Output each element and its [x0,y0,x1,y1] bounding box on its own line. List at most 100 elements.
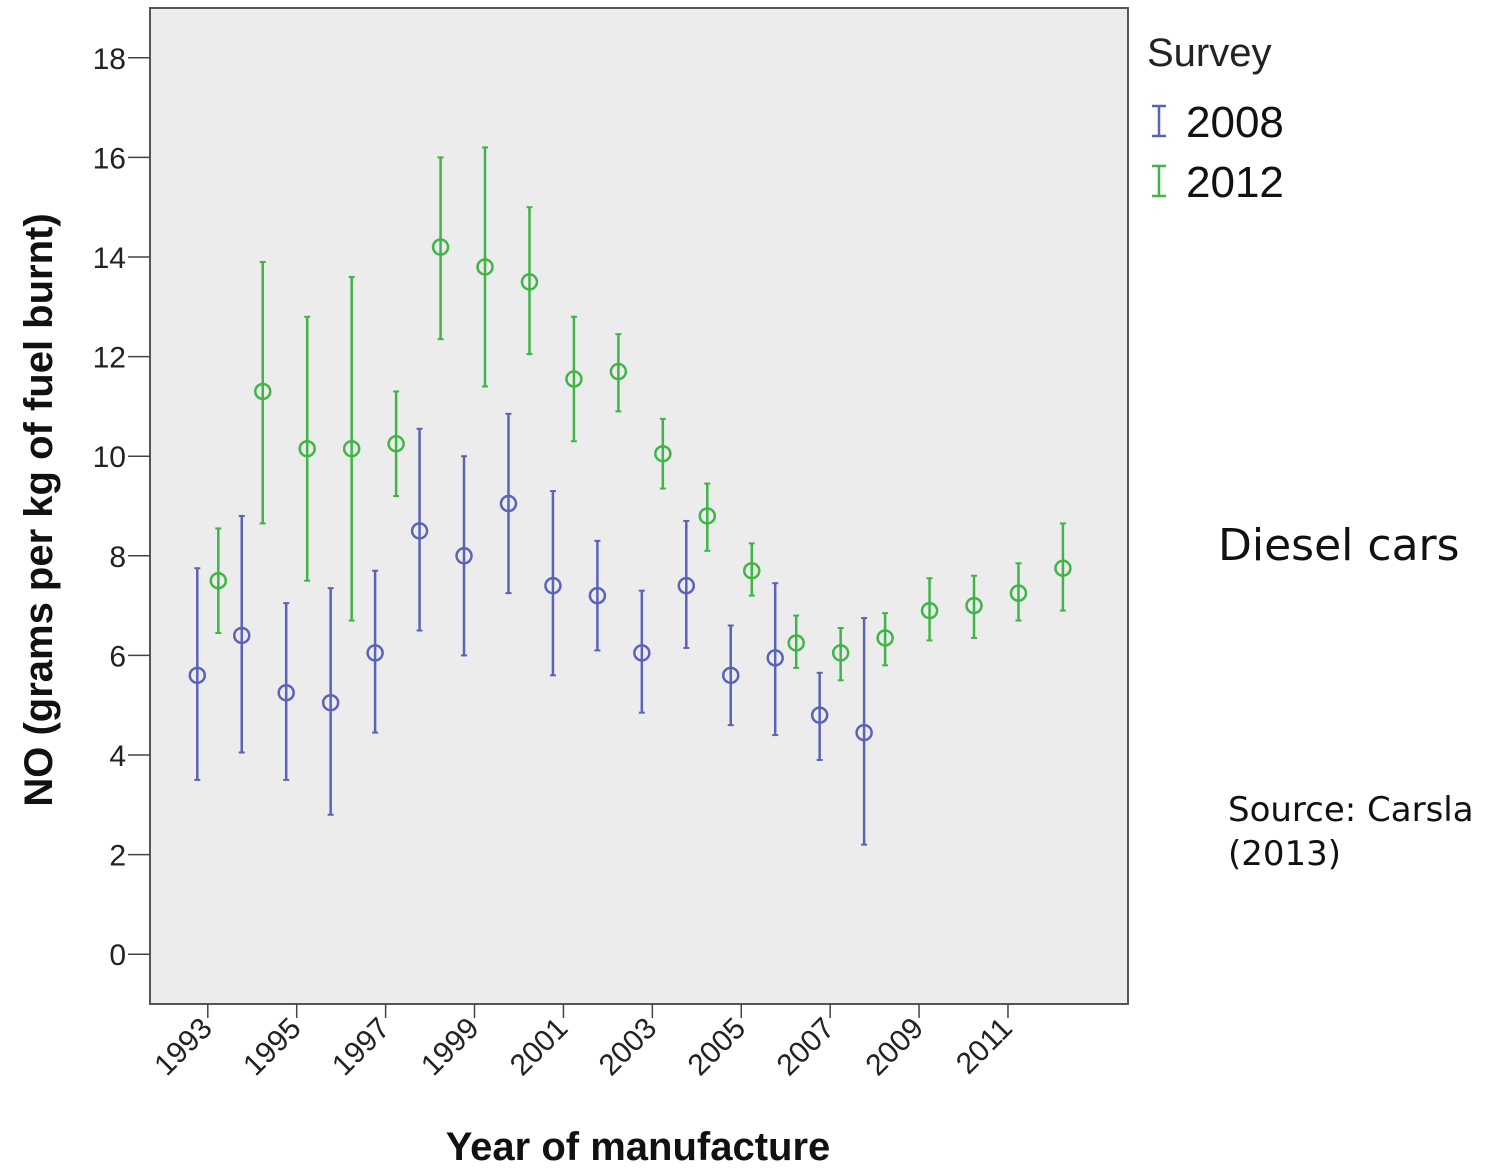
mean-marker [588,586,607,605]
error-bar-point [810,671,829,761]
x-tick-label: 2011 [950,1012,1019,1081]
mean-marker [209,571,228,590]
error-bar-point [920,577,939,642]
mean-marker [742,561,761,580]
error-bar-point [342,275,361,622]
mean-marker [188,666,207,685]
error-bar-point [520,206,539,356]
error-bar-point [654,417,672,490]
legend-entry-2008: 2008 [1152,98,1284,147]
series-2012 [209,146,1072,682]
error-bar-point [742,542,761,597]
error-bar-point [253,260,272,525]
error-bar-point [476,146,494,388]
error-bar-point [677,519,696,649]
error-bar-point [1009,562,1028,622]
y-tick-label: 0 [109,939,126,972]
mean-marker [387,435,405,453]
legend: Survey 2008 2012 [1147,31,1284,207]
error-bar-point [499,412,518,595]
mean-marker [277,684,295,702]
legend-title: Survey [1147,31,1272,75]
legend-label: 2012 [1186,158,1284,207]
mean-marker [253,382,272,401]
error-bar-point [455,455,473,657]
mean-marker [298,439,316,458]
error-bar-point [431,156,450,341]
error-bar-point [298,315,316,582]
error-bar-point [209,527,228,634]
error-bar-point [1054,522,1072,612]
source-line-1: Source: Carsla [1228,790,1474,830]
mean-marker [633,644,651,662]
legend-entry-2012: 2012 [1152,158,1284,207]
y-tick-label: 4 [109,740,126,773]
error-bar-point [855,617,873,846]
mean-marker [565,370,583,388]
source-note: Source: Carsla (2013) [1228,788,1499,876]
error-bar-point [698,482,717,552]
mean-marker [544,576,562,595]
mean-marker [677,576,696,595]
series-2008 [188,412,873,846]
mean-marker [920,601,939,620]
y-tick-label: 14 [93,242,126,275]
x-tick-label: 1995 [237,1012,308,1083]
error-bar-point [232,514,251,754]
mean-marker [810,706,829,724]
y-tick-label: 16 [93,142,126,175]
mean-marker [410,522,429,540]
error-bar-point [321,587,340,816]
mean-marker [455,547,473,565]
error-bar-point [544,490,562,677]
y-tick-label: 12 [93,342,126,375]
y-tick-label: 6 [109,640,126,673]
x-tick-label: 2007 [771,1012,842,1083]
error-bar-point [876,612,894,667]
mean-marker [698,507,717,525]
error-bar-point [766,582,784,737]
error-bar-point [721,624,740,727]
y-axis-title: NO (grams per kg of fuel burnt) [17,213,61,806]
mean-marker [654,444,672,463]
legend-label: 2008 [1186,98,1284,147]
error-bar-point [633,589,651,714]
y-tick-label: 10 [93,441,126,474]
mean-marker [520,273,539,291]
y-tick-label: 18 [93,43,126,76]
mean-marker [965,596,983,615]
x-tick-label: 1997 [326,1012,397,1083]
source-line-2: (2013) [1228,834,1342,874]
mean-marker [321,693,340,712]
mean-marker [831,644,850,662]
mean-marker [1054,559,1072,577]
x-axis: 1993 1995 1997 1999 2001 2003 2005 2007 2009 2011 [148,1004,1019,1082]
mean-marker [721,666,740,685]
mean-marker [876,629,894,647]
x-axis-title: Year of manufacture [446,1125,831,1169]
error-bar-point [188,567,207,781]
y-axis: 0 2 4 6 8 10 12 14 16 18 [93,43,150,972]
error-bar-point [609,333,628,413]
error-bar-point [565,315,583,443]
error-bar-point [387,390,405,498]
mean-marker [1009,584,1028,602]
error-bar-point [787,614,805,669]
mean-marker [476,258,494,276]
error-bar-point [588,539,607,652]
y-tick-label: 2 [109,840,126,873]
mean-marker [766,649,784,667]
x-tick-label: 2003 [593,1012,664,1083]
x-tick-label: 1993 [148,1012,219,1083]
x-tick-label: 2001 [504,1012,575,1083]
mean-marker [342,439,361,458]
error-bar-point [277,602,295,781]
mean-marker [366,644,384,662]
error-bar-point [410,427,429,632]
y-tick-label: 8 [109,541,126,574]
x-tick-label: 2005 [682,1012,753,1083]
mean-marker [787,634,805,652]
error-bar-point [366,569,384,734]
chart-caption-title: Diesel cars [1218,520,1460,571]
